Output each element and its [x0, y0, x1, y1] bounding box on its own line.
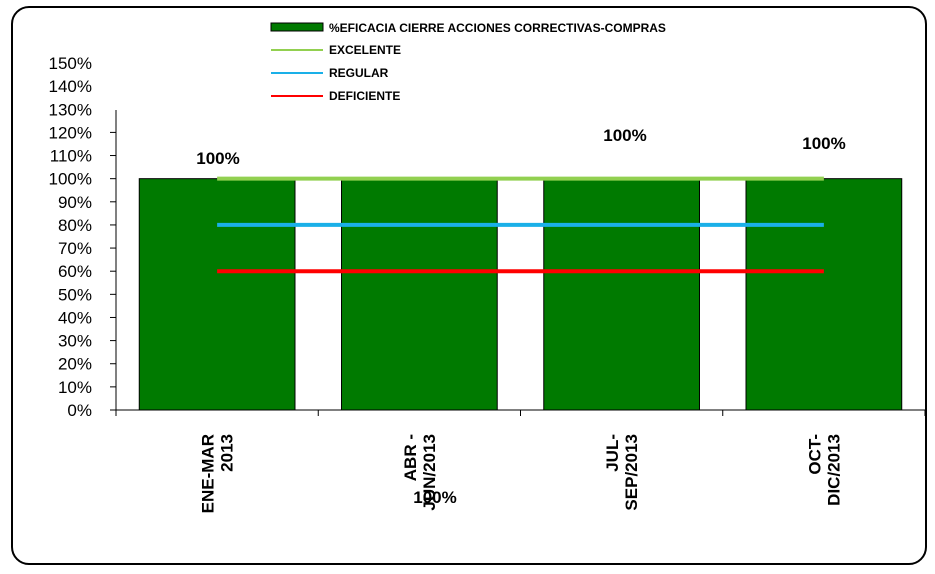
data-label: 100% — [196, 149, 239, 168]
legend-label: REGULAR — [329, 66, 389, 80]
category-label-line: ABR - — [401, 434, 420, 481]
data-label: 100% — [413, 488, 456, 507]
y-tick-label: 10% — [58, 378, 92, 397]
bar-2 — [341, 178, 498, 411]
y-tick-label: 0% — [67, 401, 92, 420]
y-tick-label: 120% — [49, 123, 92, 142]
y-tick-label: 70% — [58, 239, 92, 258]
category-label: ENE-MAR 2013 — [199, 434, 237, 513]
data-label: 100% — [802, 134, 845, 153]
data-label: 100% — [603, 126, 646, 145]
bar-3 — [543, 178, 700, 411]
category-label-line: OCT- — [805, 434, 824, 475]
category-label-line: JUN/2013 — [420, 434, 439, 511]
y-tick-label: 130% — [49, 100, 92, 119]
y-tick-label: 60% — [58, 262, 92, 281]
legend-label: DEFICIENTE — [329, 89, 400, 103]
bar-4 — [745, 178, 903, 411]
legend-label: EXCELENTE — [329, 43, 401, 57]
category-label-line: DIC/2013 — [824, 434, 843, 506]
y-tick-label: 150% — [49, 54, 92, 73]
y-tick-label: 20% — [58, 355, 92, 374]
category-label-line: 2013 — [218, 434, 237, 472]
y-tick-label: 80% — [58, 216, 92, 235]
category-label: JUL- SEP/2013 — [603, 434, 641, 511]
legend-swatch-bar — [270, 22, 324, 32]
y-tick-label: 50% — [58, 285, 92, 304]
category-label: ABR - JUN/2013 — [401, 434, 439, 511]
y-tick-label: 40% — [58, 308, 92, 327]
y-tick-label: 110% — [50, 147, 92, 166]
legend-label: %EFICACIA CIERRE ACCIONES CORRECTIVAS-CO… — [329, 21, 666, 35]
y-tick-label: 140% — [49, 77, 92, 96]
category-label-line: ENE-MAR — [199, 434, 218, 513]
category-label: OCT- DIC/2013 — [805, 434, 843, 506]
y-tick-label: 30% — [58, 332, 92, 351]
category-label-line: JUL- — [603, 434, 622, 472]
bar-1 — [138, 178, 296, 411]
y-tick-label: 90% — [58, 193, 92, 212]
category-label-line: SEP/2013 — [622, 434, 641, 511]
y-tick-label: 100% — [49, 170, 92, 189]
